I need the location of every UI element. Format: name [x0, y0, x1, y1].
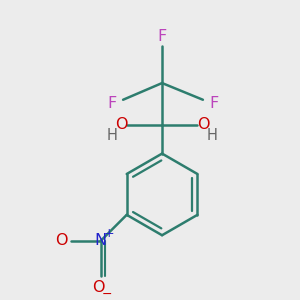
Text: N: N [95, 233, 107, 248]
Text: O: O [115, 117, 128, 132]
Text: O: O [196, 117, 209, 132]
Text: F: F [209, 96, 219, 111]
Text: −: − [102, 288, 112, 300]
Text: H: H [106, 128, 117, 143]
Text: O: O [56, 233, 68, 248]
Text: +: + [104, 227, 114, 240]
Text: F: F [107, 96, 117, 111]
Text: O: O [92, 280, 104, 295]
Text: F: F [158, 29, 167, 44]
Text: H: H [207, 128, 218, 143]
